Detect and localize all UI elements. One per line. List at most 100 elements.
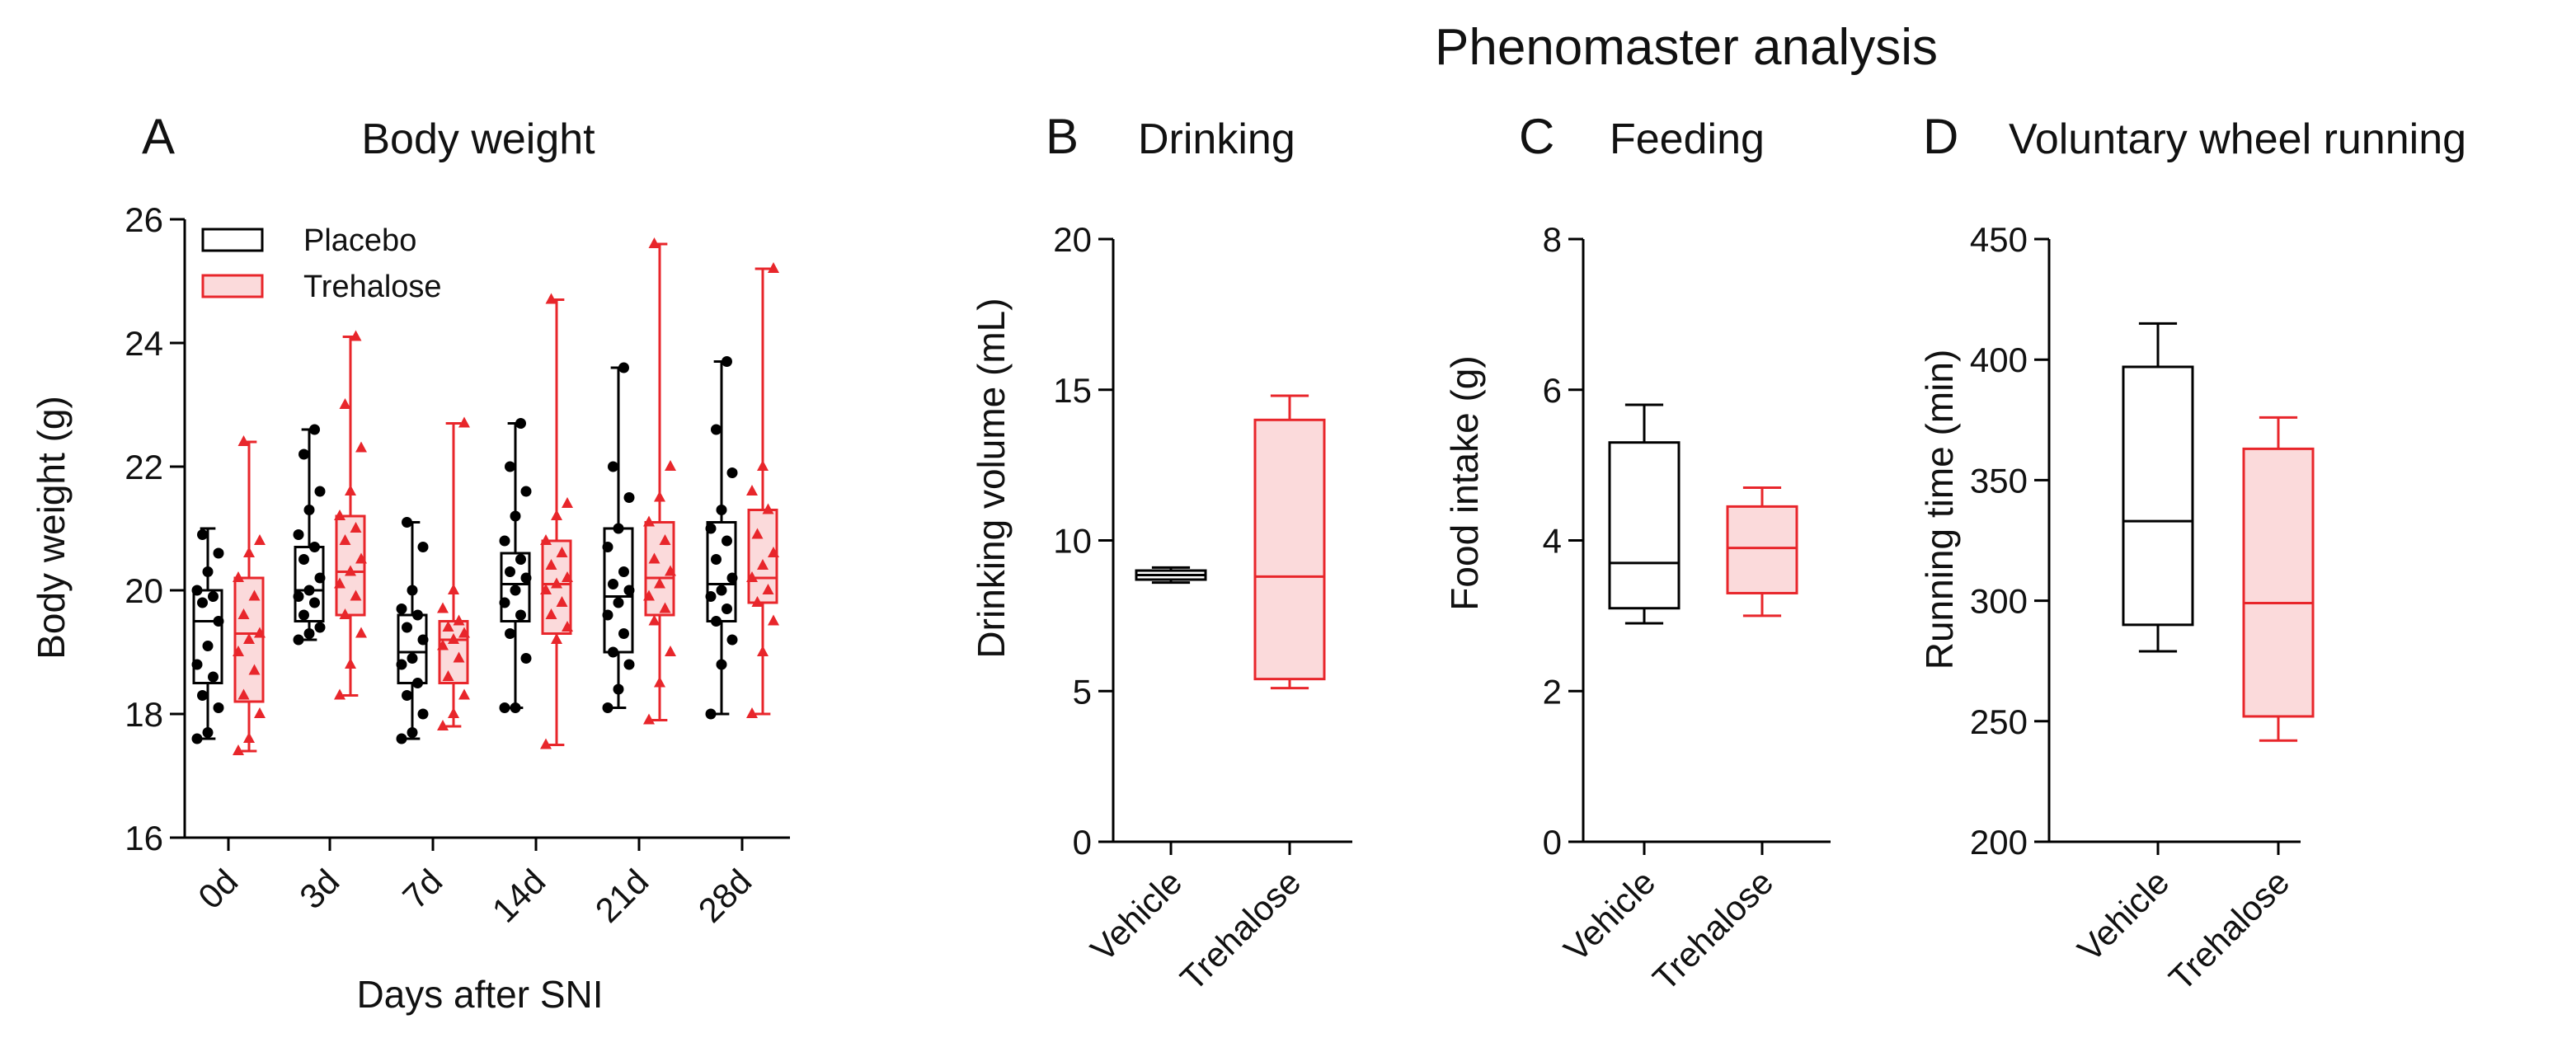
panel-a-trehalose-point	[233, 744, 244, 755]
figure-title: Phenomaster analysis	[1435, 19, 1938, 76]
panel-a-trehalose-point	[345, 565, 356, 576]
panel-a-x-tick-label: 28d	[691, 862, 759, 930]
panel-a-placebo-point	[396, 733, 407, 744]
panel-a-placebo-point	[505, 461, 515, 472]
panel-a-x-tick-label: 21d	[588, 862, 656, 930]
panel-b-x-tick-label: Trehalose	[1173, 862, 1308, 998]
panel-b: B Drinking Drinking volume (mL) 0 5 10 15 20…	[970, 109, 1352, 998]
panel-d-letter: D	[1923, 109, 1958, 164]
panel-a-trehalose-point	[254, 707, 266, 718]
panel-a-trehalose-point	[355, 627, 367, 638]
panel-a-placebo-point	[726, 467, 738, 478]
panel-d-y-tick-label: 350	[1970, 461, 2028, 500]
panel-a-trehalose-point	[768, 262, 779, 273]
panel-a-trehalose-point	[350, 522, 362, 533]
panel-c-y-tick-label: 4	[1543, 522, 1562, 561]
panel-a-placebo-point	[412, 609, 423, 621]
panel-c-y-axis-label: Food intake (g)	[1443, 355, 1486, 610]
legend-placebo-swatch	[201, 228, 264, 252]
panel-b-y-tick-label: 10	[1053, 522, 1092, 561]
panel-a-trehalose-point	[243, 732, 255, 743]
panel-c-trehalose-box	[1726, 505, 1798, 594]
panel-a-trehalose-point	[243, 633, 255, 644]
panel-a-trehalose-point	[648, 237, 660, 248]
panel-a-trehalose-point	[334, 688, 346, 700]
panel-a-trehalose-point	[545, 608, 557, 619]
panel-a-trehalose-point	[562, 571, 573, 582]
panel-a-placebo-point	[293, 529, 304, 540]
panel-a-trehalose-point	[768, 614, 779, 626]
panel-a-trehalose-point	[562, 497, 573, 508]
panel-a-trehalose-point	[562, 621, 573, 632]
panel-b-trehalose-box	[1253, 418, 1326, 681]
panel-a-placebo-point	[197, 690, 208, 701]
panel-a-trehalose-point	[551, 633, 562, 644]
panel-a-trehalose-point	[448, 584, 459, 594]
panel-a-placebo-point	[396, 659, 407, 670]
panel-a-letter: A	[142, 109, 175, 164]
panel-a-placebo-point	[515, 609, 526, 621]
panel-a-placebo-point	[623, 492, 635, 503]
panel-a-trehalose-point	[648, 614, 660, 626]
panel-a-trehalose-point	[556, 547, 568, 557]
panel-a-trehalose-point	[643, 589, 655, 601]
panel-a-placebo-point	[417, 708, 429, 720]
panel-a-trehalose-point	[350, 589, 362, 601]
panel-a-placebo-point	[202, 641, 214, 651]
panel-a-trehalose-point	[746, 485, 758, 495]
panel-a-trehalose-point	[237, 435, 250, 446]
panel-d-y-tick-label: 400	[1970, 340, 2028, 379]
panel-a-x-tick-label: 14d	[485, 862, 553, 930]
panel-a-trehalose-point	[458, 627, 470, 638]
panel-a-trehalose-point	[237, 608, 250, 619]
panel-a-trehalose-point	[355, 441, 367, 453]
panel-a-placebo-point	[314, 572, 326, 584]
panel-a-placebo-point	[402, 622, 412, 633]
panel-a-placebo-point	[520, 653, 532, 664]
panel-a-trehalose-point	[551, 510, 562, 520]
panel-a-placebo-point	[515, 554, 526, 565]
panel-a-title: Body weight	[361, 115, 595, 163]
legend-placebo-label: Placebo	[303, 223, 416, 258]
panel-a-placebo-point	[608, 646, 618, 658]
panel-a-placebo-point	[402, 517, 412, 528]
panel-a-placebo-point	[293, 634, 304, 646]
panel-a-placebo-point	[407, 653, 418, 664]
panel-a-placebo-point	[726, 634, 738, 646]
panel-a-placebo-point	[309, 597, 320, 608]
panel-a-placebo-point	[510, 585, 521, 596]
panel-a-placebo-point	[505, 566, 515, 577]
panel-a-trehalose-point	[648, 552, 660, 564]
panel-a-placebo-point	[208, 591, 219, 602]
panel-a-placebo-point	[499, 702, 510, 713]
panel-a-placebo-point	[705, 523, 717, 534]
panel-a-placebo-point	[716, 505, 727, 515]
panel-a-trehalose-point	[254, 534, 266, 545]
panel-a-placebo-point	[520, 572, 532, 584]
panel-a-y-tick-label: 18	[125, 695, 163, 734]
panel-a-trehalose-point	[665, 565, 676, 576]
panel-a-trehalose-point	[334, 577, 346, 589]
panel-a-placebo-point	[417, 542, 429, 552]
panel-b-y-tick-label: 20	[1053, 220, 1092, 259]
panel-a-trehalose-point	[453, 614, 465, 626]
panel-a-trehalose-point	[654, 577, 665, 589]
panel-a-placebo-point	[499, 535, 510, 547]
panel-a-placebo-point	[202, 727, 214, 738]
panel-b-y-tick-label: 5	[1073, 672, 1092, 711]
panel-a: A Body weight Body weight (g) Days after…	[30, 109, 790, 1016]
panel-a-trehalose-point	[458, 416, 470, 428]
panel-d-trehalose-box	[2242, 447, 2315, 718]
panel-a-placebo-point	[510, 510, 521, 522]
panel-a-placebo-point	[303, 628, 315, 639]
panel-a-placebo-point	[623, 659, 635, 670]
panel-a-trehalose-point	[339, 534, 351, 545]
panel-a-placebo-point	[197, 597, 208, 608]
panel-d-title: Voluntary wheel running	[2009, 115, 2466, 163]
panel-a-placebo-point	[515, 418, 526, 429]
panel-a-placebo-point	[716, 659, 727, 670]
panel-a-placebo-point	[309, 424, 320, 435]
